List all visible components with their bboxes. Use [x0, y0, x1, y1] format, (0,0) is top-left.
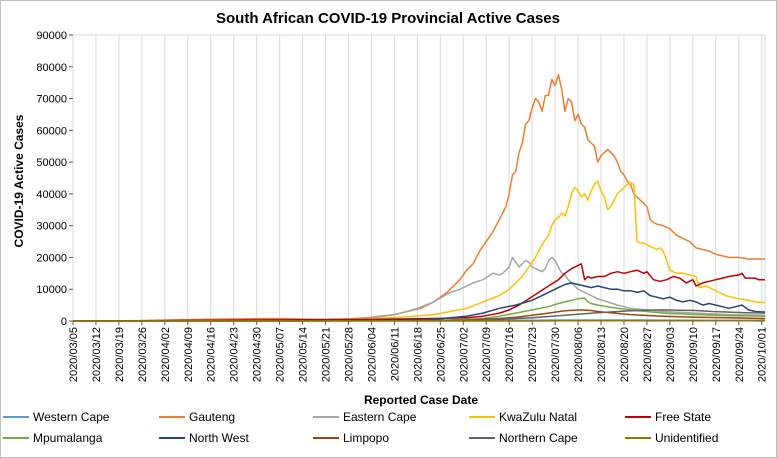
- y-axis-label: COVID-19 Active Cases: [12, 114, 26, 247]
- x-tick-label: 2020/06/18: [412, 327, 424, 382]
- x-tick-label: 2020/03/05: [68, 327, 80, 382]
- series-line-northern-cape: [72, 309, 766, 322]
- x-tick-label: 2020/05/21: [321, 327, 333, 382]
- x-tick-label: 2020/04/09: [183, 327, 195, 382]
- x-tick-label: 2020/07/23: [527, 327, 539, 382]
- y-tick-label: 20000: [36, 252, 67, 264]
- x-tick-label: 2020/09/24: [734, 327, 746, 382]
- series-line-unidentified: [73, 319, 765, 322]
- series-line-north-west: [72, 282, 766, 322]
- x-tick-label: 2020/07/30: [550, 327, 562, 382]
- y-tick-label: 70000: [36, 94, 67, 106]
- x-tick-label: 2020/04/30: [252, 327, 264, 382]
- x-tick-label: 2020/08/27: [642, 327, 654, 382]
- x-tick-label: 2020/03/19: [114, 327, 126, 382]
- plot-area: [72, 34, 766, 322]
- x-tick-label: 2020/05/14: [298, 327, 310, 382]
- series-layer: [72, 73, 766, 322]
- y-tick-label: 10000: [36, 284, 67, 296]
- series-line-kwazulu-natal: [72, 180, 766, 322]
- x-tick-label: 2020/08/06: [573, 327, 585, 382]
- legend-label-unidentified: Unidentified: [655, 431, 718, 445]
- legend-label-northern-cape: Northern Cape: [499, 431, 578, 445]
- x-tick-label: 2020/09/17: [711, 327, 723, 382]
- legend-label-free-state: Free State: [655, 410, 711, 424]
- series-line-eastern-cape: [72, 256, 766, 322]
- legend-label-gauteng: Gauteng: [189, 410, 235, 424]
- y-tick-label: 50000: [36, 157, 67, 169]
- grid-layer: [72, 34, 766, 322]
- series-line-free-state: [72, 263, 765, 322]
- series-line-gauteng: [72, 73, 765, 322]
- y-tick-label: 0: [61, 316, 67, 328]
- x-tick-label: 2020/07/02: [458, 327, 470, 382]
- legend-label-kwazulu-natal: KwaZulu Natal: [499, 410, 577, 424]
- chart-title: South African COVID-19 Provincial Active…: [216, 10, 560, 27]
- x-tick-label: 2020/04/02: [160, 327, 172, 382]
- x-tick-label: 2020/08/13: [596, 327, 608, 382]
- series-line-mpumalanga: [72, 297, 766, 322]
- x-tick-label: 2020/03/12: [91, 327, 103, 382]
- legend-label-eastern-cape: Eastern Cape: [343, 410, 417, 424]
- y-tick-label: 80000: [36, 62, 67, 74]
- legend-label-mpumalanga: Mpumalanga: [33, 431, 103, 445]
- legend: Western Cape Gauteng Eastern Cape KwaZulu N…: [3, 410, 718, 445]
- axis-layer: 2020/03/05 2020/03/12 2020/03/19 2020/03/26…: [36, 30, 768, 382]
- x-tick-label: 2020/06/25: [435, 327, 447, 382]
- legend-label-limpopo: Limpopo: [343, 431, 389, 445]
- legend-label-north-west: North West: [189, 431, 249, 445]
- x-tick-label: 2020/03/26: [137, 327, 149, 382]
- x-tick-label: 2020/09/10: [688, 327, 700, 382]
- y-tick-label: 30000: [36, 221, 67, 233]
- x-tick-label: 2020/04/16: [206, 327, 218, 382]
- y-tick-label: 90000: [36, 30, 67, 42]
- x-tick-label: 2020/09/03: [665, 327, 677, 382]
- x-tick-label: 2020/08/20: [619, 327, 631, 382]
- x-tick-label: 2020/06/11: [389, 327, 401, 381]
- x-tick-label: 2020/10/01: [757, 327, 769, 382]
- legend-label-western-cape: Western Cape: [33, 410, 110, 424]
- x-axis-label: Reported Case Date: [364, 393, 478, 407]
- x-tick-label: 2020/07/16: [504, 327, 516, 382]
- x-tick-label: 2020/05/07: [275, 327, 287, 382]
- x-tick-label: 2020/04/23: [229, 327, 241, 382]
- x-tick-label: 2020/05/28: [343, 327, 355, 382]
- x-tick-label: 2020/07/09: [481, 327, 493, 382]
- y-tick-label: 60000: [36, 125, 67, 137]
- x-tick-label: 2020/06/04: [366, 327, 378, 382]
- y-tick-label: 40000: [36, 189, 67, 201]
